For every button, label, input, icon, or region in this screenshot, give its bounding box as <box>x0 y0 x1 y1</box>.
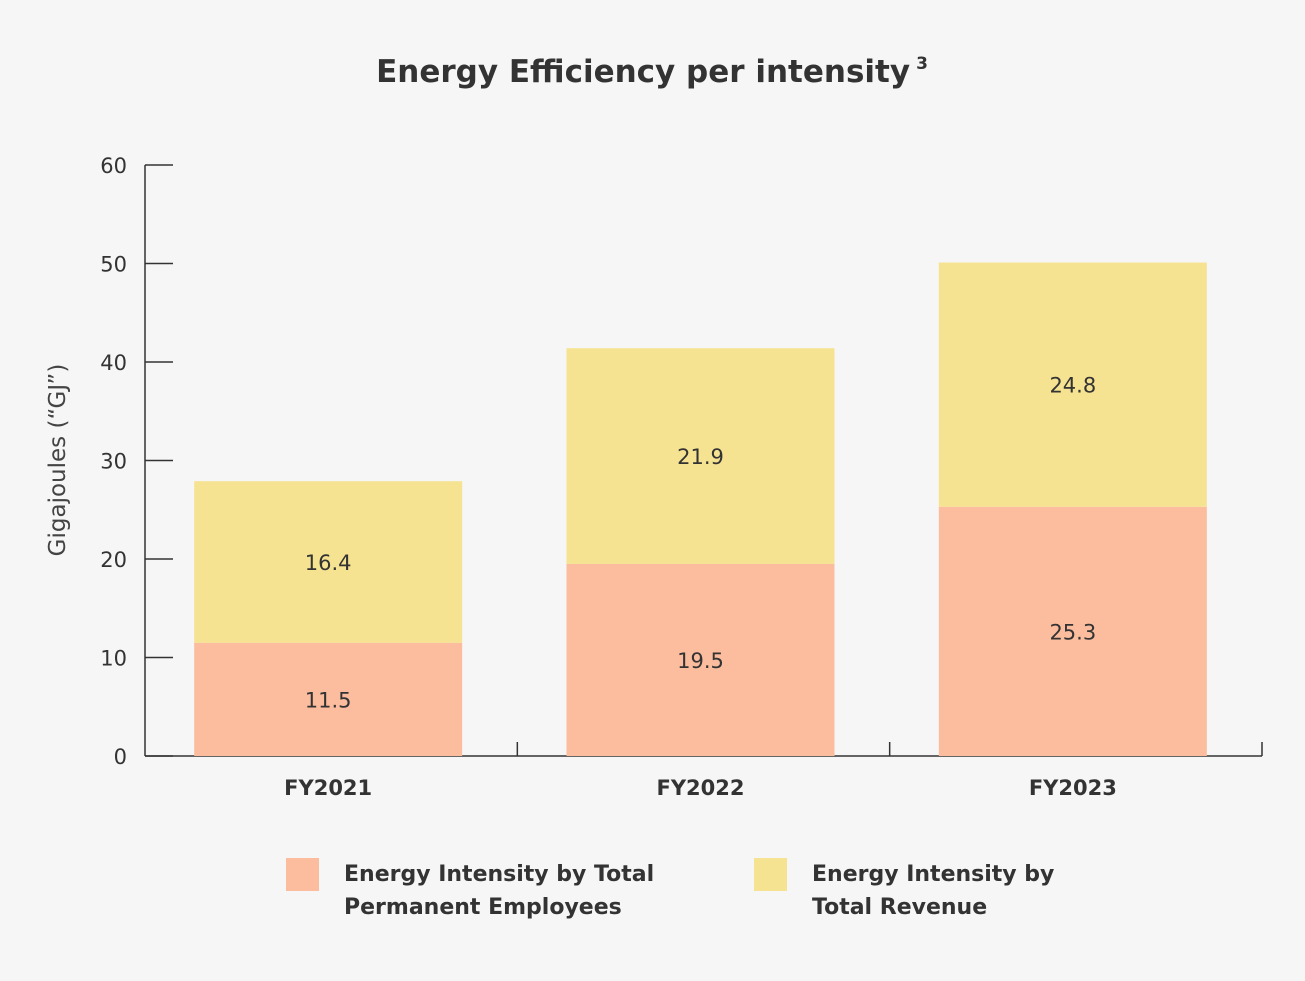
y-tick-label: 20 <box>100 548 127 572</box>
legend-swatch-revenue <box>754 858 787 891</box>
chart-title-text: Energy Efficiency per intensity <box>376 54 910 90</box>
y-tick-label: 30 <box>100 450 127 474</box>
legend-label-employees: Energy Intensity by Total Permanent Empl… <box>344 862 655 920</box>
y-tick-label: 10 <box>100 647 127 671</box>
bar-fy2022-series-0 <box>566 563 835 756</box>
y-tick-label: 0 <box>114 745 127 769</box>
x-tick-label-fy2023: FY2023 <box>1029 776 1117 800</box>
y-axis-label: Gigajoules (“GJ”) <box>45 364 71 557</box>
chart-title-superscript: 3 <box>916 54 928 74</box>
y-tick-label: 60 <box>100 154 127 178</box>
bar-fy2023-series-0 <box>938 506 1207 756</box>
legend-item-revenue: Energy Intensity by Total Revenue <box>754 858 1132 924</box>
bar-fy2023-series-1 <box>938 262 1207 507</box>
bar-fy2022-series-1 <box>566 348 835 564</box>
legend-label-revenue: Energy Intensity by Total Revenue <box>812 862 1055 920</box>
legend-item-employees: Energy Intensity by Total Permanent Empl… <box>286 858 664 924</box>
y-tick-label: 40 <box>100 351 127 375</box>
bar-fy2021-series-1 <box>194 481 463 643</box>
data-label-fy2021-series-0: 11.5 <box>305 688 352 712</box>
data-label-fy2022-series-0: 19.5 <box>677 649 724 673</box>
legend-swatch-employees <box>286 858 319 891</box>
labels: 11.5 16.4 FY2021 19.5 21.9 FY2022 25.3 24.8 FY20… <box>284 374 1117 800</box>
data-label-fy2023-series-0: 25.3 <box>1049 620 1096 644</box>
bar-fy2021-series-0 <box>194 642 463 756</box>
data-label-fy2021-series-1: 16.4 <box>305 551 352 575</box>
chart-title: Energy Efficiency per intensity 3 <box>376 54 928 90</box>
y-tick-label: 50 <box>100 253 127 277</box>
x-tick-label-fy2022: FY2022 <box>657 776 745 800</box>
data-label-fy2023-series-1: 24.8 <box>1049 374 1096 398</box>
data-label-fy2022-series-1: 21.9 <box>677 445 724 469</box>
bars <box>194 262 1207 756</box>
x-tick-label-fy2021: FY2021 <box>284 776 372 800</box>
